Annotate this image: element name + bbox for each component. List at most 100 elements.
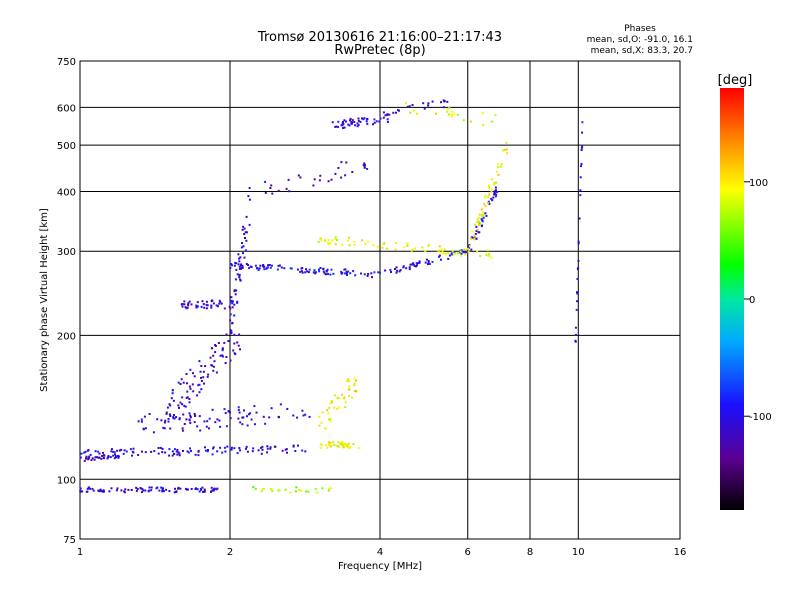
echo-point <box>187 302 190 305</box>
echo-point <box>304 271 307 274</box>
echo-point <box>278 264 281 267</box>
echo-point <box>349 272 352 275</box>
echo-point <box>475 237 478 240</box>
echo-point <box>246 415 248 418</box>
echo-point <box>490 190 493 193</box>
echo-point <box>348 124 351 127</box>
echo-point <box>405 102 407 105</box>
echo-point <box>324 444 327 447</box>
echo-point <box>327 412 330 415</box>
echo-point <box>223 307 226 310</box>
echo-point <box>230 329 233 332</box>
echo-point <box>307 490 310 493</box>
echo-point <box>168 413 171 416</box>
echo-point <box>301 409 304 412</box>
echo-point <box>394 268 396 270</box>
echo-point <box>364 242 367 245</box>
echo-point <box>314 271 317 274</box>
echo-point <box>446 110 449 113</box>
echo-point <box>451 111 454 113</box>
echo-point <box>242 252 244 255</box>
echo-point <box>245 215 248 218</box>
echo-point <box>216 487 219 490</box>
echo-point <box>262 488 265 490</box>
echo-point <box>239 264 242 266</box>
echo-point <box>446 108 449 111</box>
echo-point <box>463 248 466 251</box>
echo-point <box>168 403 171 406</box>
echo-point <box>343 272 346 275</box>
echo-point <box>440 252 443 255</box>
echo-point <box>175 416 178 418</box>
echo-point <box>171 450 174 453</box>
echo-point <box>224 362 227 364</box>
echo-point <box>348 447 351 449</box>
echo-point <box>427 244 430 246</box>
echo-point <box>345 161 348 164</box>
echo-point <box>394 248 397 251</box>
echo-point <box>178 417 181 420</box>
echo-point <box>488 253 491 256</box>
echo-point <box>278 416 280 419</box>
echo-point <box>500 163 503 165</box>
echo-point <box>189 447 191 450</box>
echo-point <box>245 263 248 265</box>
echo-point <box>344 268 347 271</box>
echo-point <box>386 113 389 116</box>
echo-point <box>185 418 188 421</box>
echo-point <box>148 413 151 415</box>
echo-point <box>441 250 444 253</box>
echo-point <box>153 450 156 453</box>
echo-point <box>329 420 332 423</box>
echo-point <box>363 164 366 166</box>
echo-point <box>389 268 392 271</box>
echo-point <box>493 183 495 186</box>
echo-point <box>202 376 205 379</box>
echo-point <box>173 452 176 455</box>
echo-point <box>248 187 251 189</box>
echo-point <box>210 304 213 307</box>
echo-point <box>130 489 133 491</box>
echo-point <box>392 111 395 114</box>
echo-point <box>452 253 455 256</box>
echo-point <box>238 411 241 414</box>
echo-point <box>221 347 224 350</box>
echo-point <box>103 454 106 457</box>
echo-point <box>344 174 347 177</box>
echo-point <box>308 268 311 271</box>
echo-point <box>180 378 183 381</box>
echo-point <box>143 415 146 418</box>
echo-point <box>331 121 334 124</box>
echo-point <box>220 302 223 305</box>
echo-point <box>211 408 214 411</box>
echo-point <box>221 354 224 357</box>
echo-point <box>219 425 222 428</box>
echo-point <box>356 125 359 128</box>
echo-point <box>341 271 344 274</box>
echo-point <box>277 264 280 267</box>
echo-point <box>270 184 273 187</box>
echo-point <box>212 354 215 357</box>
chart-subtitle: RwPretec (8p) <box>334 43 425 58</box>
echo-point <box>193 412 196 415</box>
echo-point <box>346 274 348 276</box>
echo-point <box>100 490 103 493</box>
echo-point <box>173 414 175 416</box>
echo-point <box>344 406 347 409</box>
echo-point <box>209 356 212 359</box>
echo-point <box>482 211 485 214</box>
echo-point <box>177 451 180 454</box>
echo-point <box>440 258 442 261</box>
echo-point <box>397 109 400 112</box>
echo-point <box>238 274 241 277</box>
echo-point <box>161 488 164 491</box>
echo-point <box>231 302 234 305</box>
echo-point <box>299 270 302 273</box>
echo-point <box>328 488 330 491</box>
echo-point <box>336 407 339 410</box>
echo-point <box>85 490 88 493</box>
echo-point <box>161 451 164 454</box>
echo-point <box>497 173 500 176</box>
echo-point <box>285 187 288 190</box>
echo-point <box>198 490 201 493</box>
